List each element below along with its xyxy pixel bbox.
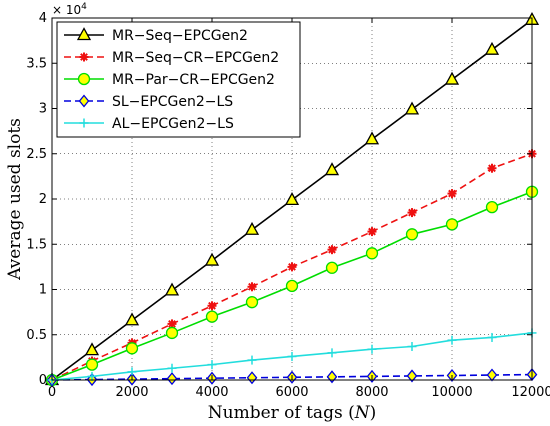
data-point: [407, 342, 417, 352]
legend: MR−Seq−EPCGen2 MR−Seq−CR−EPCGen2 MR−Par−CR…: [56, 21, 301, 138]
data-point: [447, 335, 457, 345]
data-point: [244, 221, 260, 235]
y-multiplier-base: × 10: [52, 3, 81, 17]
data-point: [327, 245, 337, 255]
data-point: [205, 310, 219, 323]
x-tick-label: 8000: [355, 385, 388, 400]
legend-label: SL−EPCGen2−LS: [112, 94, 233, 110]
x-axis-label-close: ): [370, 403, 377, 423]
y-tick-label: 1.5: [26, 237, 47, 252]
data-point: [404, 101, 420, 115]
marker-stroke: [488, 164, 496, 173]
legend-marker: [78, 94, 90, 108]
legend-entry: SL−EPCGen2−LS: [64, 94, 233, 110]
data-point: [245, 296, 259, 309]
marker-stroke: [408, 208, 416, 217]
data-point: [207, 301, 217, 311]
data-point: [247, 282, 257, 292]
data-point: [367, 344, 377, 354]
data-point: [327, 348, 337, 358]
data-point: [447, 189, 457, 199]
legend-entry: MR−Seq−CR−EPCGen2: [64, 50, 279, 66]
data-point: [405, 228, 419, 241]
data-point: [364, 131, 380, 145]
data-point: [487, 332, 497, 342]
marker-stroke: [368, 227, 376, 236]
legend-marker: [79, 52, 89, 62]
data-point: [324, 162, 340, 176]
y-tick-label: 0: [39, 373, 47, 388]
x-tick-label: 4000: [195, 385, 228, 400]
data-point: [165, 326, 179, 340]
data-point: [487, 163, 497, 173]
marker-stroke: [168, 319, 176, 328]
legend-label: MR−Seq−EPCGen2: [112, 28, 248, 44]
data-point: [444, 71, 460, 85]
x-tick-label: 6000: [275, 385, 308, 400]
y-multiplier-exponent: 4: [81, 2, 87, 12]
marker-stroke: [288, 262, 296, 271]
data-point: [365, 247, 379, 260]
y-tick-label: 1: [39, 283, 47, 298]
legend-entry: MR−Seq−EPCGen2: [64, 27, 248, 44]
data-point: [407, 208, 417, 218]
series-1: [44, 11, 540, 386]
data-point: [485, 200, 499, 214]
legend-label: MR−Seq−CR−EPCGen2: [112, 50, 279, 66]
marker-stroke: [208, 301, 216, 310]
data-point: [284, 192, 300, 206]
data-point: [87, 371, 97, 381]
y-tick-label: 2.5: [26, 147, 47, 162]
data-point: [486, 368, 498, 382]
x-tick-label: 12000: [511, 385, 550, 400]
marker-stroke: [248, 282, 256, 291]
x-axis-label-variable: N: [354, 403, 371, 423]
marker-stroke: [328, 245, 336, 254]
legend-label: AL−EPCGen2−LS: [112, 116, 234, 132]
x-axis-label-main: Number of tags (: [208, 403, 355, 423]
data-point: [247, 355, 257, 365]
y-tick-label: 0.5: [26, 328, 47, 343]
y-tick-label: 3.5: [26, 56, 47, 71]
data-point: [124, 312, 140, 326]
legend-marker: [79, 118, 89, 128]
series-layer: [44, 11, 540, 387]
data-point: [445, 218, 459, 231]
marker-stroke: [448, 189, 456, 198]
y-tick-label: 2: [39, 192, 47, 207]
data-point: [166, 372, 178, 386]
y-tick-label: 4: [39, 11, 47, 26]
y-axis-label: Average used slots: [5, 118, 25, 281]
ticks: 0 2000 4000 6000 8000 10000 12000 0 0.5 1 1.5 2 2.5 3…: [26, 11, 550, 400]
data-point: [164, 282, 180, 296]
legend-marker: [77, 72, 91, 86]
data-point: [406, 369, 418, 383]
data-point: [207, 360, 217, 370]
y-tick-label: 3: [39, 102, 47, 117]
data-point: [167, 319, 177, 329]
data-point: [484, 41, 500, 55]
data-point: [204, 252, 220, 266]
x-tick-label: 2000: [115, 385, 148, 400]
marker-stroke: [80, 53, 88, 61]
data-point: [285, 279, 299, 293]
legend-label: MR−Par−CR−EPCGen2: [112, 72, 275, 88]
data-point: [287, 262, 297, 272]
data-point: [85, 358, 99, 371]
data-point: [167, 363, 177, 373]
data-point: [367, 227, 377, 237]
legend-marker: [76, 27, 92, 41]
data-point: [127, 367, 137, 377]
data-point: [325, 261, 339, 274]
x-axis-label: Number of tags (N): [208, 403, 376, 423]
y-multiplier: × 104: [52, 2, 87, 17]
x-tick-label: 10000: [431, 385, 472, 400]
data-point: [84, 342, 100, 356]
data-point: [287, 351, 297, 361]
x-tick-label: 0: [48, 385, 56, 400]
data-point: [125, 342, 139, 355]
legend-entry: MR−Par−CR−EPCGen2: [64, 72, 275, 88]
legend-entry: AL−EPCGen2−LS: [64, 116, 234, 132]
